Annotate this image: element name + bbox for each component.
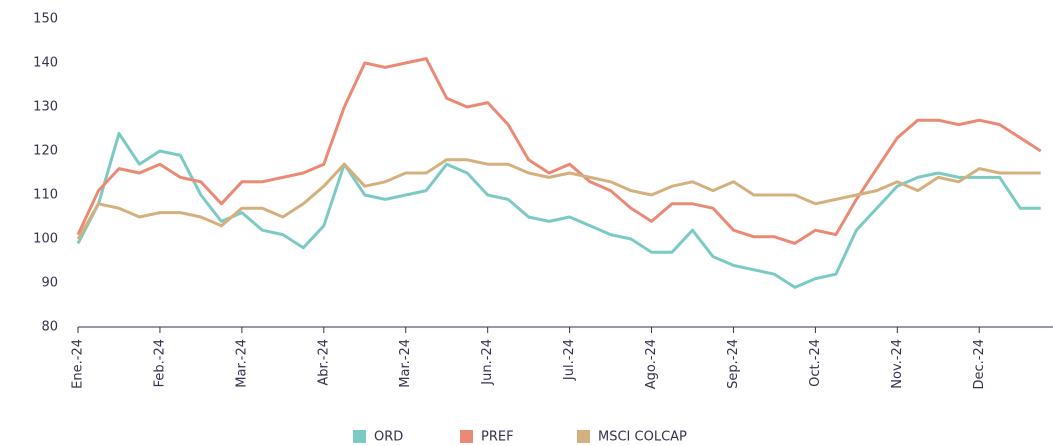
y-tick-label: 120 bbox=[33, 144, 58, 159]
series-line bbox=[76, 131, 1041, 289]
series-line bbox=[76, 57, 1042, 245]
x-tick-label: Jun.-24 bbox=[480, 339, 495, 386]
y-tick-label: 150 bbox=[33, 12, 58, 27]
x-tick-label: Dec.-24 bbox=[972, 339, 987, 390]
x-tick-label: Feb.-24 bbox=[152, 339, 167, 387]
x-tick-label: Nov.-24 bbox=[890, 339, 905, 389]
y-tick-label: 80 bbox=[41, 320, 58, 335]
x-tick-label: Jul.-24 bbox=[562, 339, 577, 381]
y-tick-label: 140 bbox=[33, 56, 58, 71]
y-tick-label: 130 bbox=[33, 100, 58, 115]
x-tick-label: Ago.-24 bbox=[644, 339, 659, 389]
x-tick-label: Sep.-24 bbox=[726, 339, 741, 389]
x-tick-label: Mar.-24 bbox=[398, 339, 413, 388]
series-line bbox=[76, 158, 1041, 240]
y-tick-label: 90 bbox=[41, 276, 58, 291]
x-tick-label: Mar.-24 bbox=[234, 339, 249, 388]
x-tick-label: Ene.-24 bbox=[71, 339, 86, 389]
legend-label: ORD bbox=[374, 430, 403, 445]
legend-swatch bbox=[577, 430, 590, 443]
y-tick-label: 100 bbox=[33, 232, 58, 247]
legend-swatch bbox=[460, 430, 473, 443]
y-tick-label: 110 bbox=[33, 188, 58, 203]
x-tick-label: Oct.-24 bbox=[808, 339, 823, 387]
legend-swatch bbox=[353, 430, 366, 443]
x-tick-label: Abr.-24 bbox=[316, 339, 331, 386]
legend-label: MSCI COLCAP bbox=[598, 430, 687, 445]
legend-label: PREF bbox=[481, 430, 514, 445]
